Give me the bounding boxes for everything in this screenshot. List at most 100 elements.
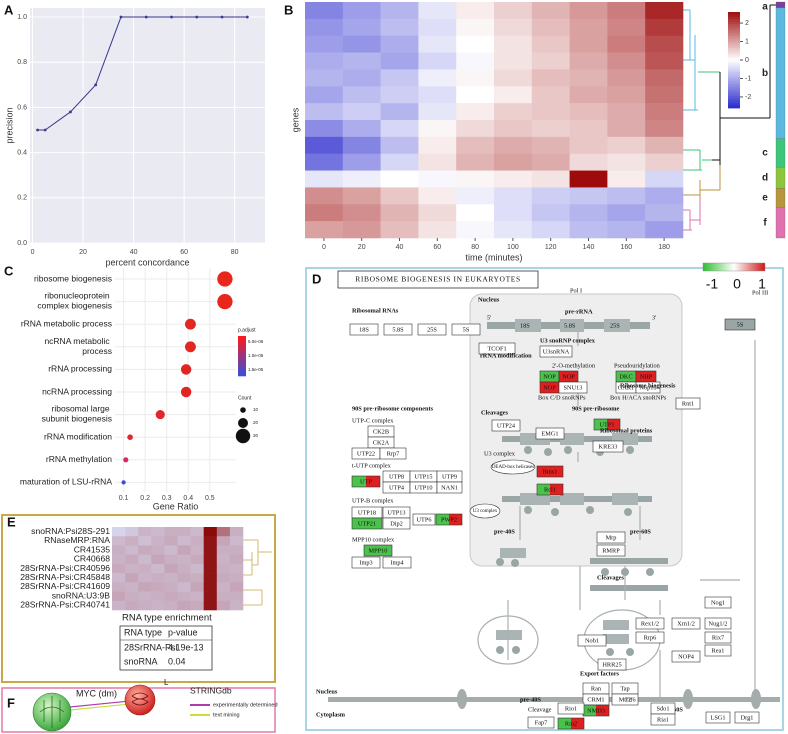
colorbar-step — [728, 45, 740, 49]
heatmap-cell — [531, 2, 570, 20]
node-label: CK2B — [373, 428, 389, 435]
heatmap-cell — [216, 600, 231, 611]
colorbar-step — [728, 19, 740, 22]
heatmap-cell — [112, 554, 126, 565]
node-label: MPP10 complex — [352, 536, 395, 543]
gene-box — [491, 419, 521, 432]
heatmap-cell — [164, 591, 178, 602]
gene-box — [417, 323, 447, 336]
colorbar-label: -2 — [745, 94, 751, 101]
heatmap-cell — [569, 187, 608, 205]
heatmap-cell — [342, 103, 381, 121]
gene-box — [557, 702, 585, 715]
colorbar-label: -1 — [745, 75, 751, 82]
heatmap-cell — [418, 136, 457, 155]
heatmap-cell — [177, 582, 191, 592]
gene-box — [597, 658, 627, 671]
row-label: snoRNA:Psi28S-291 — [31, 526, 110, 536]
gene-box — [535, 427, 565, 440]
row-label: 28SrRNA-Psi:CR45848 — [20, 572, 110, 582]
y-tick-label: 0.2 — [17, 195, 27, 202]
panel-frame — [1, 514, 276, 683]
heatmap-cell — [607, 86, 646, 104]
x-tick-label: 0.3 — [162, 495, 172, 502]
heatmap-cell — [342, 2, 381, 20]
heatmap-cell — [380, 103, 419, 121]
dot — [121, 480, 126, 485]
legend-title: Count — [238, 395, 252, 401]
heatmap-cell — [418, 153, 457, 171]
panel-label: A — [4, 2, 14, 17]
point — [170, 15, 173, 19]
x-tick-label: 60 — [433, 244, 441, 251]
heatmap-cell — [151, 527, 165, 537]
node-label: CK2A — [373, 439, 390, 446]
x-tick-label: 180 — [658, 244, 670, 251]
node-label: Rnt1 — [682, 400, 694, 407]
node-label: 18S — [359, 326, 369, 333]
heatmap-cell — [456, 136, 495, 155]
gene-box — [351, 475, 381, 488]
heatmap-cell — [456, 35, 495, 53]
colorbar-step — [728, 86, 740, 90]
heatmap-cell — [645, 221, 684, 239]
y-tick-label: ribonucleoprotein complex biogenesis — [37, 291, 112, 311]
node-label: HRR25 — [602, 661, 621, 668]
heatmap-cell — [138, 563, 152, 574]
heatmap-cell — [456, 2, 495, 20]
node-label: 2'-O-methylation — [552, 362, 596, 369]
colorbar-step — [728, 96, 740, 99]
heatmap-cell — [305, 120, 344, 138]
node-label: CRM1 — [587, 696, 604, 703]
heatmap-cell — [569, 18, 608, 37]
colorbar-step — [728, 43, 740, 46]
node-label: Ribosomal proteins — [600, 427, 653, 434]
heatmap-cell — [305, 52, 344, 70]
legend-gradient — [238, 344, 246, 347]
title-box — [337, 270, 539, 289]
heatmap-cell — [112, 536, 126, 546]
heatmap-cell — [494, 35, 533, 53]
node-label: NHP — [640, 373, 653, 380]
dot — [217, 271, 233, 287]
heatmap-cell — [531, 136, 570, 155]
y-tick-label: rRNA processing — [48, 364, 112, 374]
heatmap-cell — [380, 120, 419, 138]
x-tick-label: 100 — [507, 244, 519, 251]
colorbar-label: 2 — [745, 20, 749, 27]
gene-box — [724, 318, 756, 331]
legend-label: 10 — [253, 407, 259, 412]
table-cell: 4.19e-13 — [168, 642, 204, 652]
row-label: 28SrRNA-Psi:CR40741 — [20, 600, 110, 610]
row-label: 28SrRNA-Psi:CR41609 — [20, 581, 110, 591]
gene-box — [705, 711, 731, 724]
heatmap-cell — [380, 69, 419, 87]
heatmap-cell — [607, 35, 646, 53]
heatmap-cell — [380, 204, 419, 222]
legend-title: p.adjust — [238, 327, 256, 333]
gene-box-part — [550, 484, 563, 495]
heatmap-cell — [418, 221, 457, 239]
node-label: SNU13 — [564, 384, 583, 391]
heatmap-cell — [418, 52, 457, 70]
legend-gradient — [238, 364, 246, 367]
heatmap-cell — [138, 545, 152, 555]
gene-box-part — [436, 514, 449, 525]
point — [119, 15, 123, 19]
point — [43, 128, 47, 132]
node-label: U3snRNA — [543, 348, 570, 355]
heatmap-cell — [229, 582, 244, 592]
node-label: Rcl1 — [544, 486, 556, 493]
heatmap-cell — [645, 136, 684, 155]
color-key — [702, 262, 766, 272]
cluster-label: e — [762, 193, 768, 204]
legend-gradient — [238, 374, 246, 377]
gene-box — [351, 517, 383, 530]
gene-box — [435, 513, 463, 526]
gene-box — [650, 713, 676, 726]
colorbar-step — [728, 74, 740, 78]
legend-dot — [240, 407, 246, 413]
heatmap-cell — [164, 563, 178, 574]
gene-box — [635, 381, 661, 394]
node-label: NOP4 — [678, 653, 695, 660]
